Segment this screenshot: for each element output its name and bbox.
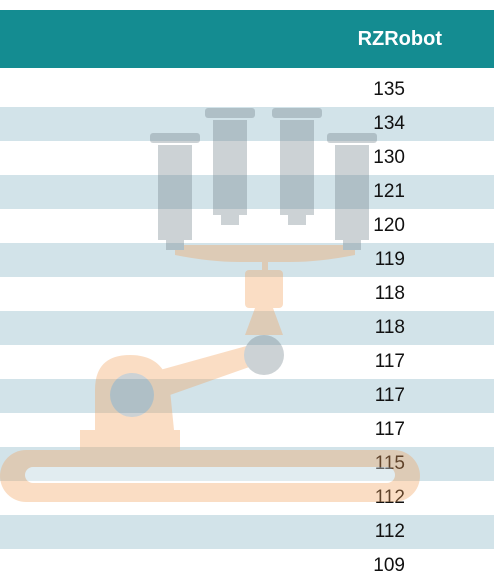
- table-row: 135: [0, 73, 494, 107]
- table-row: 117: [0, 413, 494, 447]
- table-cell: 117: [375, 413, 405, 447]
- table-row: 117: [0, 379, 494, 413]
- table-cell: 117: [375, 379, 405, 413]
- table-row: 118: [0, 311, 494, 345]
- table-cell: 134: [373, 107, 405, 141]
- table-row: 134: [0, 107, 494, 141]
- table-cell: 118: [375, 277, 405, 311]
- table-row: 130: [0, 141, 494, 175]
- table-row: 115: [0, 447, 494, 481]
- table-cell: 117: [375, 345, 405, 379]
- table-row: 121: [0, 175, 494, 209]
- table-cell: 112: [375, 515, 405, 549]
- table-row: 109: [0, 549, 494, 583]
- table-cell: 109: [373, 549, 405, 583]
- table-page: RZRobot 13513413012112011911811811711711…: [0, 0, 494, 584]
- table-row: 120: [0, 209, 494, 243]
- table-row: 119: [0, 243, 494, 277]
- column-header: RZRobot: [358, 10, 442, 68]
- table-cell: 115: [375, 447, 405, 481]
- table-cell: 112: [375, 481, 405, 515]
- table-row: 112: [0, 515, 494, 549]
- table-cell: 121: [373, 175, 405, 209]
- table-row: 118: [0, 277, 494, 311]
- table-row: 117: [0, 345, 494, 379]
- table-cell: 120: [373, 209, 405, 243]
- table-cell: 118: [375, 311, 405, 345]
- table-row: 112: [0, 481, 494, 515]
- table-cell: 119: [375, 243, 405, 277]
- table-cell: 135: [373, 73, 405, 107]
- table-header: RZRobot: [0, 10, 494, 68]
- table-cell: 130: [373, 141, 405, 175]
